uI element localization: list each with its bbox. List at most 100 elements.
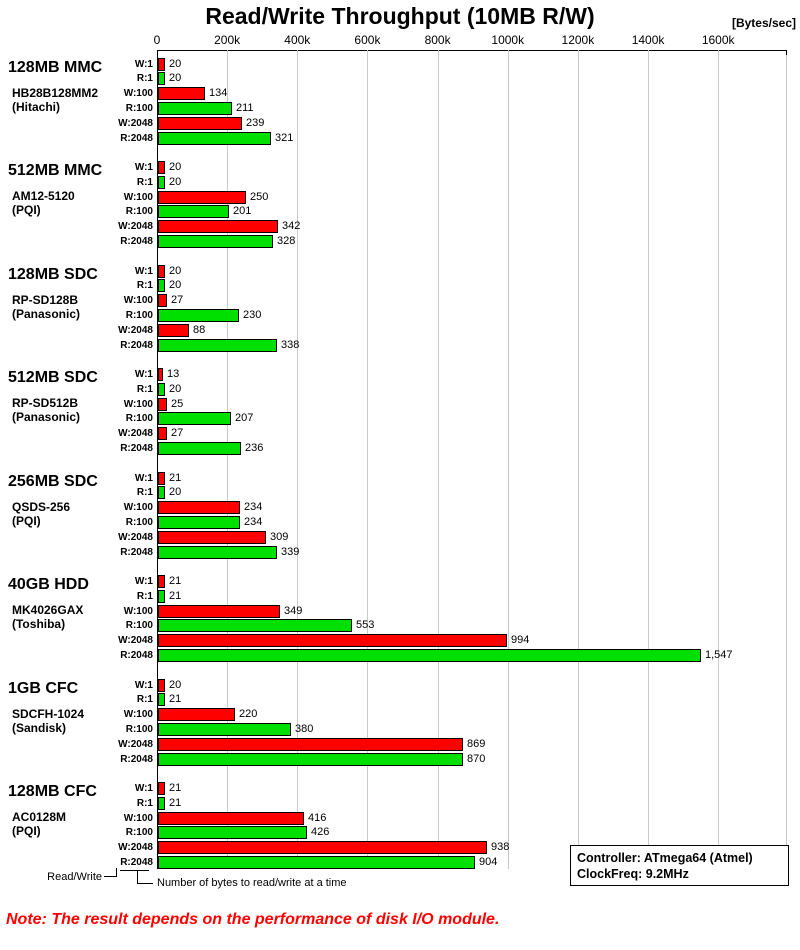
write-bar xyxy=(158,220,278,234)
group-model-label: MK4026GAX xyxy=(12,603,84,617)
group-name-label: 512MB MMC xyxy=(8,162,103,179)
read-bar xyxy=(158,382,165,396)
axis-tick-label: 800k xyxy=(424,33,451,47)
read-bar xyxy=(158,722,291,736)
group-name-label: 128MB CFC xyxy=(8,783,97,800)
bar-row-label: R:100 xyxy=(125,102,153,114)
axis-tick-label: 400k xyxy=(284,33,311,47)
bytes-count-legend-label: Number of bytes to read/write at a time xyxy=(157,877,347,889)
bar-value-label: 234 xyxy=(244,501,263,514)
group-maker-label: (Sandisk) xyxy=(12,720,67,735)
gridline xyxy=(648,50,649,869)
group-name-label: 40GB HDD xyxy=(8,576,89,593)
read-bar xyxy=(158,279,165,293)
bar-row-label: R:1 xyxy=(136,383,153,395)
read-bar xyxy=(158,235,273,248)
group-name-label: 512MB SDC xyxy=(8,369,98,386)
bar-row-label: W:1 xyxy=(134,369,153,380)
read-bar xyxy=(158,442,241,455)
bar-row-label: W:1 xyxy=(134,576,153,587)
bar-row-label: W:1 xyxy=(134,679,153,691)
bar-row-label: R:100 xyxy=(125,413,153,425)
bar-value-label: 904 xyxy=(479,856,498,868)
bar-value-label: 201 xyxy=(233,205,252,218)
bar-row-label: W:2048 xyxy=(118,428,153,440)
gridline xyxy=(508,50,509,869)
write-bar xyxy=(158,782,165,795)
bar-row-label: W:2048 xyxy=(118,738,153,750)
bar-row-label: W:1 xyxy=(134,783,153,794)
bar-row-label: W:100 xyxy=(123,502,153,514)
group-maker-label: (PQI) xyxy=(12,203,41,217)
y-axis-line xyxy=(157,50,158,869)
write-bar xyxy=(158,264,165,278)
read-bar xyxy=(158,856,475,869)
bar-value-label: 21 xyxy=(169,796,182,809)
read-bar xyxy=(158,693,165,707)
bar-value-label: 339 xyxy=(281,545,300,558)
bar-value-label: 553 xyxy=(356,619,375,632)
axis-tick-label: 0 xyxy=(153,33,161,47)
bar-row-label: R:2048 xyxy=(120,339,153,351)
bar-value-label: 869 xyxy=(467,737,486,750)
axis-tick-label: 200k xyxy=(214,33,241,47)
bar-value-label: 88 xyxy=(193,323,206,336)
write-bar xyxy=(158,427,167,441)
bar-value-label: 994 xyxy=(511,634,530,647)
write-bar xyxy=(158,87,205,101)
bar-value-label: 426 xyxy=(311,826,330,839)
axis-tick-label: 1400k xyxy=(631,33,665,47)
bar-value-label: 20 xyxy=(169,72,182,85)
group-name-label: 256MB SDC xyxy=(8,472,98,490)
gridline xyxy=(718,50,719,869)
bar-row-label: R:100 xyxy=(125,516,153,528)
write-bar xyxy=(158,161,165,174)
bar-value-label: 250 xyxy=(250,190,269,203)
bytes-connector-horizontal xyxy=(137,883,153,884)
write-bar xyxy=(158,841,487,855)
bar-row-label: W:100 xyxy=(123,88,153,100)
bar-value-label: 236 xyxy=(245,442,264,454)
bar-value-label: 342 xyxy=(282,220,301,233)
chart-title: Read/Write Throughput (10MB R/W) xyxy=(205,3,595,29)
write-bar xyxy=(158,604,280,618)
write-bar xyxy=(158,294,167,308)
group-maker-label: (Hitachi) xyxy=(12,99,60,114)
bar-row-label: R:1 xyxy=(136,590,153,602)
bar-value-label: 938 xyxy=(491,841,510,854)
clockfreq-line: ClockFreq: 9.2MHz xyxy=(577,867,689,881)
controller-info-box: Controller: ATmega64 (Atmel) ClockFreq: … xyxy=(570,845,789,886)
bar-row-label: W:2048 xyxy=(118,842,153,854)
bar-value-label: 309 xyxy=(270,530,289,543)
bar-row-label: R:100 xyxy=(125,723,153,735)
bar-row-label: W:2048 xyxy=(118,531,153,543)
bar-value-label: 20 xyxy=(169,678,182,691)
bar-value-label: 20 xyxy=(169,175,182,188)
bar-value-label: 328 xyxy=(277,235,296,247)
write-bar xyxy=(158,634,507,648)
write-bar xyxy=(158,57,165,71)
bar-row-label: R:100 xyxy=(125,620,153,632)
group-maker-label: (Toshiba) xyxy=(12,617,66,631)
bar-value-label: 20 xyxy=(169,279,182,292)
bar-row-label: R:1 xyxy=(136,73,153,85)
write-bar xyxy=(158,811,304,825)
gridline xyxy=(227,50,228,869)
write-bar xyxy=(158,190,246,204)
read-bar xyxy=(158,72,165,86)
bar-value-label: 27 xyxy=(171,427,184,440)
controller-line: Controller: ATmega64 (Atmel) xyxy=(577,851,753,865)
bar-row-label: W:2048 xyxy=(118,117,153,129)
bar-value-label: 230 xyxy=(243,308,262,321)
bar-row-label: R:2048 xyxy=(120,857,153,868)
bar-value-label: 20 xyxy=(169,486,182,499)
bar-row-label: W:1 xyxy=(134,472,153,484)
write-bar xyxy=(158,708,235,722)
bar-value-label: 134 xyxy=(209,87,228,100)
axis-tick-label: 1000k xyxy=(491,33,525,47)
group-name-label: 1GB CFC xyxy=(8,679,79,697)
bar-value-label: 21 xyxy=(169,589,182,602)
gridline xyxy=(367,50,368,869)
read-bar xyxy=(158,486,165,500)
